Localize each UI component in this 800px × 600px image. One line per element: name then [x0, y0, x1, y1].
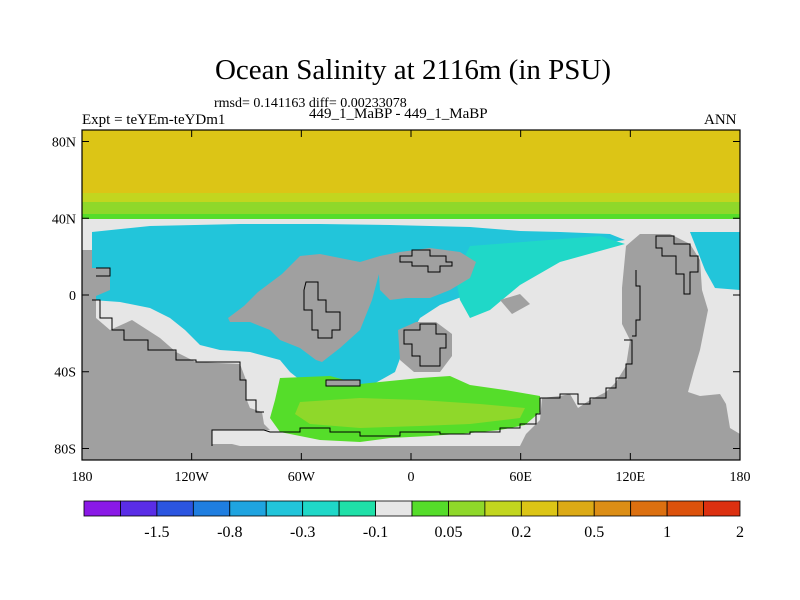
colorbar-swatch — [520, 500, 559, 517]
land-mid-pacific-island — [500, 294, 530, 314]
colorbar-swatch — [265, 500, 304, 517]
southern-ocean-light-green — [295, 398, 525, 428]
coastline-southern-island — [325, 379, 361, 387]
land-south-america — [228, 252, 400, 362]
land-west-coast-strip — [82, 284, 94, 300]
colorbar-swatch — [411, 500, 449, 517]
arctic-yellow-green-band — [82, 193, 740, 202]
coastline-madagascar — [403, 323, 447, 367]
map-panel — [81, 129, 741, 461]
colorbar-swatch — [484, 500, 522, 517]
coastline-east-lower — [632, 270, 641, 337]
colorbar-swatch — [375, 500, 413, 517]
colorbar-swatch — [630, 500, 668, 517]
land-africa — [378, 248, 476, 300]
colorbar-label: 1 — [663, 524, 671, 541]
y-tick-label: 40S — [54, 366, 76, 381]
colorbar-swatch — [557, 500, 595, 517]
y-tick-label: 40N — [52, 212, 76, 227]
colorbar-swatch — [593, 500, 632, 517]
colorbar-label: 0.5 — [584, 524, 604, 541]
colorbar: -1.5 -0.8 -0.3 -0.1 0.05 0.2 0.5 1 2 — [83, 500, 744, 541]
coastline-antarctic — [211, 339, 633, 446]
x-tick-label: 120W — [175, 470, 210, 485]
plot-title: Ocean Salinity at 2116m (in PSU) — [214, 54, 612, 86]
colorbar-swatch — [338, 500, 376, 517]
colorbar-label: 2 — [736, 524, 744, 541]
colorbar-swatch — [703, 500, 741, 517]
coastline-east — [655, 235, 699, 295]
x-tick-label: 60E — [509, 470, 532, 485]
arctic-light-green-band — [82, 202, 740, 214]
y-tick-label: 80S — [54, 442, 76, 457]
season-label: ANN — [704, 112, 737, 128]
x-axis: 180 120W 60W 0 60E 120E 180 — [72, 130, 751, 485]
colorbar-swatch — [302, 500, 340, 517]
colorbar-label: -0.3 — [290, 524, 315, 541]
y-tick-label: 80N — [52, 136, 76, 151]
arctic-salinity-band — [82, 130, 740, 193]
indian-ocean-cyan-region — [455, 236, 625, 318]
experiment-label: Expt = teYEm-teYDm1 — [82, 112, 226, 128]
arctic-green-band — [82, 214, 740, 219]
x-tick-label: 120E — [616, 470, 646, 485]
coastline-south-west — [92, 299, 264, 413]
coastline-south-america — [303, 281, 341, 339]
colorbar-swatch — [448, 500, 486, 517]
colorbar-swatch — [83, 500, 121, 517]
stats-label: rmsd= 0.141163 diff= 0.00233078 — [214, 96, 407, 111]
x-tick-label: 0 — [408, 470, 415, 485]
coastline-west-inner — [96, 267, 111, 277]
colorbar-swatch — [120, 500, 158, 517]
land-southern-island — [326, 380, 360, 386]
colorbar-label: 0.2 — [511, 524, 531, 541]
colorbar-label: -0.1 — [363, 524, 388, 541]
colorbar-swatch — [192, 500, 231, 517]
colorbar-label: -1.5 — [144, 524, 169, 541]
northeast-cyan-patch — [690, 232, 740, 290]
coastlines — [92, 235, 699, 446]
x-tick-label: 60W — [288, 470, 316, 485]
colorbar-label: 0.05 — [434, 524, 462, 541]
land-western-americas — [82, 234, 740, 460]
colorbar-label: -0.8 — [217, 524, 242, 541]
colorbar-swatch — [666, 500, 704, 517]
coastline-africa — [399, 249, 453, 273]
colorbar-swatch — [156, 500, 194, 517]
x-tick-label: 180 — [730, 470, 751, 485]
y-tick-label: 0 — [69, 289, 76, 304]
case-pair-label: 449_1_MaBP - 449_1_MaBP — [309, 106, 488, 122]
y-axis: 80N 40N 0 40S 80S — [52, 136, 740, 457]
colorbar-swatch — [229, 500, 267, 517]
x-tick-label: 180 — [72, 470, 93, 485]
